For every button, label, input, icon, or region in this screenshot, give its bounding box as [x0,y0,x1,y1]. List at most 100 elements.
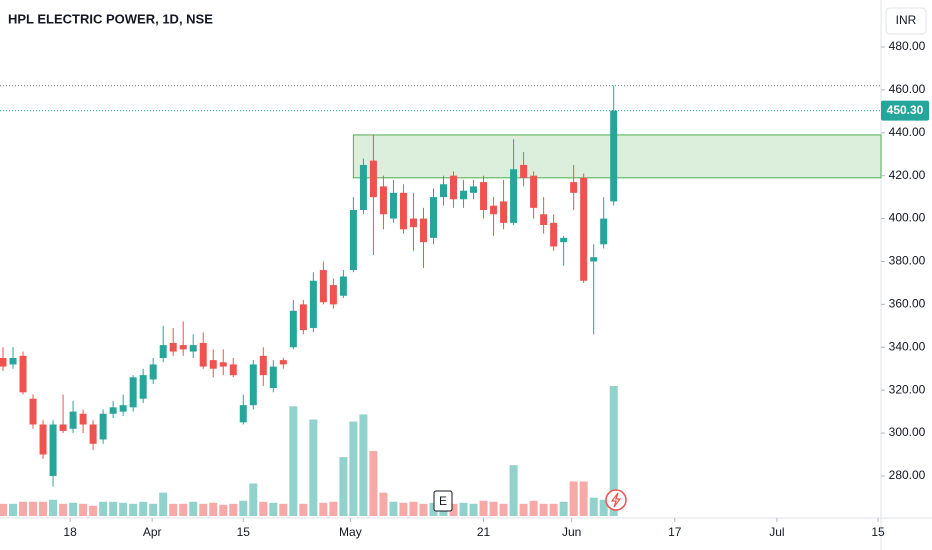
volume-bar [269,502,278,516]
candle-body [480,182,488,210]
candle-body [199,342,207,367]
volume-bar [229,503,238,516]
volume-bar [139,501,148,516]
candle-body [169,342,177,352]
volume-bar [289,406,298,516]
y-tick-label: 340.00 [889,339,926,353]
candle-body [219,362,227,367]
candle-body [490,205,498,215]
plot [0,85,882,516]
earnings-marker[interactable]: E [439,494,447,508]
volume-bar [319,502,328,516]
candle-body [379,186,387,215]
x-tick-label: Jun [562,525,581,539]
volume-bar [29,501,38,516]
volume-bar [599,499,608,516]
volume-bar [589,497,598,516]
candle-body [249,364,257,406]
candle-body [560,237,568,243]
earnings-marker-box[interactable] [433,490,453,512]
candle-body [0,357,7,367]
candle-body [359,164,367,210]
volume-bar [189,501,198,516]
chart-title: HPL ELECTRIC POWER, 1D, NSE [8,11,213,26]
volume-bar [489,501,498,516]
candle-body [189,345,197,352]
candle-body [259,355,267,376]
candle-body [429,197,437,238]
candle-body [289,310,297,348]
volume-bar [159,492,168,516]
y-tick-label: 280.00 [889,468,926,482]
y-tick-label: 400.00 [889,211,926,225]
volume-bar [479,500,488,516]
candle-body [159,345,167,358]
candle-body [309,280,317,328]
dividend-icon-bolt [610,492,622,508]
candle-body [49,424,57,476]
volume-bar [169,503,178,516]
candle-body [179,345,187,350]
y-tick-label: 460.00 [889,82,926,96]
dividend-icon[interactable] [605,489,627,511]
candle-body [109,407,117,414]
candle-body [129,377,137,408]
candle-body [369,160,377,198]
volume-bar [569,481,578,516]
y-tick-label: 380.00 [889,254,926,268]
x-tick-label: 15 [237,525,251,539]
volume-bar [99,501,108,516]
volume-bar [389,501,398,516]
candle-body [600,218,608,245]
volume-bar [259,501,268,516]
volume-bar [299,503,308,516]
candle-body [99,413,107,440]
volume-bar [179,503,188,516]
currency-button[interactable] [885,7,927,35]
candle-body [450,175,458,200]
volume-bar [529,500,538,516]
volume-bar [399,502,408,516]
volume-bar [339,457,348,516]
candle-body [500,201,508,223]
x-tick-label: Apr [143,525,162,539]
candle-body [510,169,518,223]
volume-bar [309,419,318,516]
volume-bar [69,502,78,516]
x-tick-label: 15 [871,525,885,539]
x-tick-label: 21 [477,525,491,539]
candle-body [389,192,397,219]
candle-body [69,411,77,429]
y-tick-label: 360.00 [889,297,926,311]
volume-bar [149,503,158,516]
candle-body [59,424,67,431]
volume-bar [279,503,288,516]
volume-bar [539,503,548,516]
volume-bar [239,500,248,516]
y-tick-label: 420.00 [889,168,926,182]
candle-body [79,413,87,425]
volume-bar [59,503,68,516]
x-tick-label: May [339,525,362,539]
volume-bar [209,502,218,516]
volume-bar [129,503,138,516]
volume-bar [519,503,528,516]
candle-body [550,222,558,247]
y-tick-label: 480.00 [889,39,926,53]
candle-body [29,398,37,425]
candle-body [460,190,468,200]
currency[interactable]: INR [896,13,917,27]
volume-bar [109,501,118,516]
volume-bar [379,492,388,516]
volume-bar [509,465,518,516]
candle-body [89,424,97,444]
x-tick-label: 18 [63,525,77,539]
volume-bar [49,499,58,516]
candle-body [349,209,357,271]
volume-bar [429,502,438,516]
volume-bar [89,505,98,516]
candle-body [299,304,307,331]
x-tick-label: 17 [668,525,682,539]
